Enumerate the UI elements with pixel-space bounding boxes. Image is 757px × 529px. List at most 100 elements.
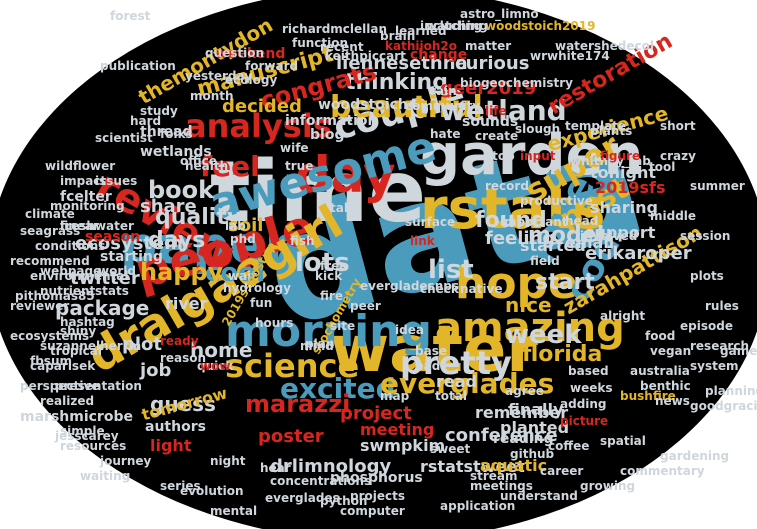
cloud-word: tool	[649, 160, 676, 174]
cloud-word: github	[510, 447, 555, 461]
cloud-word: days	[148, 228, 206, 253]
cloud-word: publication	[100, 59, 176, 73]
cloud-word: conditions	[35, 239, 106, 253]
cloud-word: change	[410, 47, 468, 63]
cloud-word: blog	[310, 127, 345, 143]
cloud-word: pretty	[400, 344, 512, 382]
cloud-word: including	[420, 19, 483, 33]
cloud-word: marazzi	[245, 390, 351, 418]
cloud-word: impact	[60, 174, 107, 188]
cloud-word: waiting	[80, 469, 131, 483]
cloud-word: food	[645, 329, 676, 343]
cloud-word: feel	[200, 150, 260, 183]
cloud-word: found	[475, 208, 547, 233]
cloud-word: river	[165, 294, 208, 313]
cloud-word: figure	[600, 149, 641, 163]
cloud-word: news	[655, 394, 690, 408]
cloud-word: fun	[250, 296, 273, 310]
cloud-word: matter	[465, 39, 512, 53]
cloud-word: week	[505, 320, 582, 350]
cloud-word: erikaroper	[585, 243, 692, 264]
cloud-word: fish	[290, 234, 315, 248]
cloud-word: application	[440, 499, 516, 513]
cloud-word: wow	[200, 359, 231, 373]
cloud-word: folks	[160, 127, 193, 141]
cloud-word: share	[140, 196, 197, 217]
cloud-word: forward	[245, 59, 299, 73]
cloud-word: information	[285, 113, 378, 129]
cloud-word: realized	[40, 394, 95, 408]
cloud-word: resources	[60, 439, 127, 453]
cloud-word: australia	[630, 364, 690, 378]
cloud-word: everglades	[265, 491, 340, 505]
cloud-word: webpage	[40, 264, 102, 278]
cloud-word: simple	[60, 424, 105, 438]
cloud-word: stop	[485, 149, 515, 163]
cloud-word: wait	[228, 269, 258, 283]
cloud-word: curious	[455, 53, 530, 74]
cloud-word: mind	[300, 339, 334, 353]
cloud-word: woodstoich2019	[485, 19, 596, 33]
cloud-word: biogeochemistry	[460, 76, 573, 90]
cloud-word: site	[330, 319, 356, 333]
cloud-word: watershedecol	[555, 39, 654, 53]
cloud-word: life	[485, 104, 507, 118]
cloud-word: evergladesnps	[360, 279, 459, 293]
cloud-word: field	[530, 254, 560, 268]
cloud-word: amazing	[435, 305, 625, 351]
cloud-word: rstats	[420, 177, 606, 242]
cloud-word: nutrient	[40, 284, 96, 298]
cloud-word: record	[485, 179, 529, 193]
cloud-word: watching	[426, 19, 488, 33]
cloud-word: mental	[210, 504, 258, 518]
cloud-word: input	[520, 149, 556, 163]
cloud-word: recent	[320, 40, 364, 54]
cloud-word: gardening	[660, 449, 730, 463]
cloud-word: middle	[650, 209, 697, 223]
cloud-word: spatial	[600, 434, 646, 448]
cloud-word: feeling	[485, 228, 556, 249]
cloud-word: learned	[395, 24, 447, 38]
cloud-word: world	[98, 264, 136, 278]
cloud-word: started	[520, 236, 586, 255]
cloud-word: woodstoich4	[318, 97, 418, 113]
cloud-word: package	[55, 296, 150, 320]
cloud-word: episode	[680, 319, 733, 333]
cloud-word: involved	[580, 229, 638, 243]
cloud-word: kathijoh2o	[385, 39, 457, 53]
cloud-word: total	[435, 389, 467, 403]
cloud-word: book	[148, 176, 215, 204]
cloud-word: remember	[475, 403, 569, 422]
cloud-word: rstatstweet	[420, 457, 525, 476]
cloud-word: caparisek	[30, 359, 96, 373]
cloud-word: thread	[140, 124, 193, 140]
cloud-word: guess	[150, 392, 216, 416]
cloud-word: quick	[197, 359, 234, 373]
cloud-word: fbsum	[30, 354, 72, 368]
cloud-word: linear	[60, 219, 99, 233]
cloud-word: issues	[95, 174, 138, 188]
cloud-word: keithpiccart	[325, 49, 406, 63]
cloud-word: water	[330, 313, 538, 387]
cloud-word: conference	[445, 425, 558, 446]
cloud-word: shiny	[60, 324, 97, 338]
cloud-word: weekend	[215, 46, 286, 62]
cloud-word: finally	[508, 400, 564, 419]
cloud-word: link	[410, 234, 435, 248]
cloud-word: hear	[260, 461, 291, 475]
cloud-word: authors	[145, 419, 206, 435]
cloud-word: system	[690, 359, 739, 373]
cloud-word: climate	[25, 207, 75, 221]
cloud-word: freshwater	[60, 219, 134, 233]
cloud-word: plot	[122, 334, 163, 355]
cloud-word: time	[210, 143, 426, 242]
cloud-word: free	[320, 259, 348, 273]
cloud-word: everglades	[380, 367, 555, 400]
cloud-word: twitter	[70, 268, 140, 289]
cloud-word: question	[205, 46, 265, 60]
cloud-word: study	[140, 104, 178, 118]
cloud-word: presentation	[55, 379, 142, 393]
